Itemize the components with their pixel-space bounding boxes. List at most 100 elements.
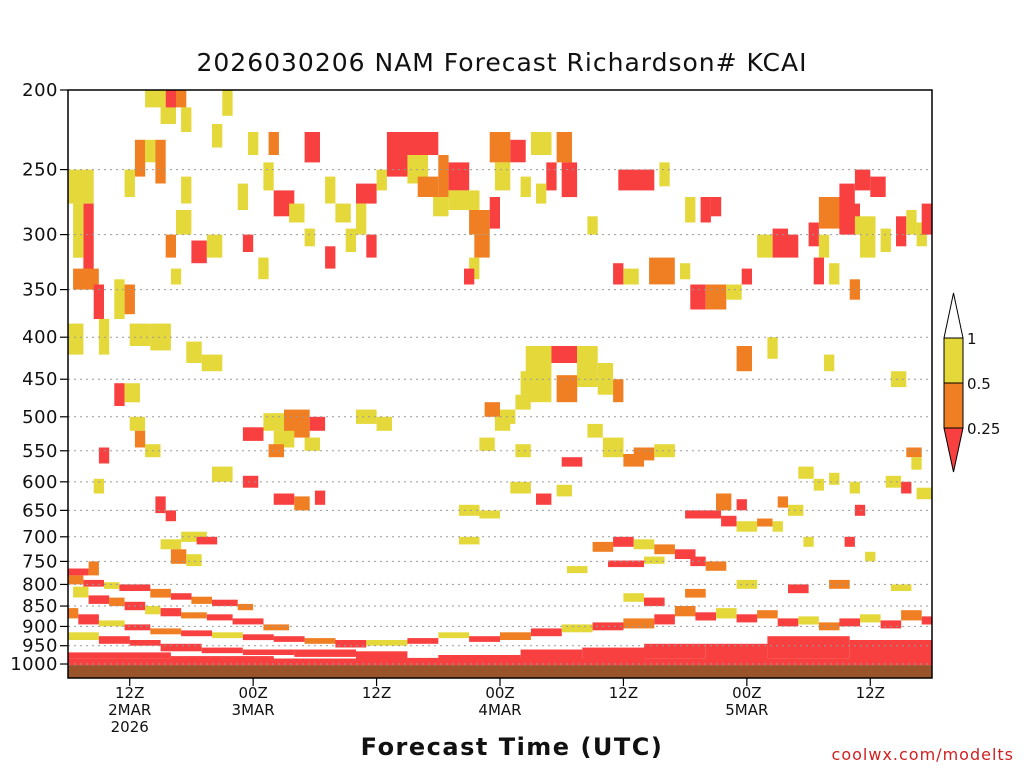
ri-cell [777,618,799,627]
x-tick-label: 2MAR [108,701,151,719]
ri-cell [788,234,799,258]
ri-cell [160,608,182,617]
ri-cell [489,132,511,163]
source-credit[interactable]: coolwx.com/modelts [831,745,1014,764]
y-tick-label: 850 [22,596,58,617]
x-tick-label: 12Z [609,684,638,702]
x-tick-label: 12Z [362,684,391,702]
ri-cell [134,139,146,177]
ri-cell [906,447,922,458]
ri-cell [587,216,598,235]
y-tick-label: 1000 [10,654,58,675]
ri-cell [165,510,176,522]
ri-cell [191,596,212,604]
ri-cell [201,647,243,654]
ri-cell [68,658,932,666]
ri-cell [649,257,675,285]
ri-cell [767,337,778,359]
ri-cell [556,484,572,497]
ri-cell [68,575,84,585]
y-tick-label: 950 [22,636,58,657]
ri-cell [448,190,480,210]
ri-cell [165,234,176,258]
ri-cell [165,90,176,116]
ri-cell [829,579,850,589]
ri-cell [366,234,377,258]
ri-cell [736,614,758,623]
ri-cell [520,371,531,395]
ri-cell [160,539,182,550]
ri-cell [212,599,238,607]
ri-cell [597,363,614,395]
ri-cell [721,515,737,527]
ri-cell [93,478,104,494]
ri-cell [124,624,151,631]
ri-cell [181,630,212,637]
ri-cell [510,139,526,163]
ri-cell [232,618,264,625]
ri-cell [145,90,166,108]
ri-cell [798,466,814,479]
ri-cell [68,323,84,355]
ri-cell [530,628,562,637]
ri-cell [129,416,146,431]
y-tick-label: 700 [22,527,58,548]
ri-cell [93,284,104,319]
ri-cell [68,169,94,204]
ri-cell [83,203,94,274]
ri-cell [911,457,922,470]
x-tick-label: 12Z [115,684,144,702]
ri-cell [530,132,552,155]
ri-cell [623,268,639,285]
ri-cell [479,510,500,519]
ri-cell [484,402,500,417]
ri-cell [587,423,603,438]
ri-cell [901,610,922,621]
ri-cell [736,346,752,372]
ri-cell [258,257,269,280]
ri-cell [109,597,125,607]
ri-cell [242,234,254,252]
x-tick-label: 00Z [238,684,267,702]
ri-cell [705,643,768,661]
ri-cell [602,437,624,458]
ri-cell [767,636,850,659]
y-tick-label: 900 [22,616,58,637]
ri-cell [839,618,860,627]
ri-cell [705,561,727,571]
ri-cell [68,652,171,659]
ri-cell [623,454,644,467]
ri-cell [448,162,470,191]
ri-cell [551,346,578,363]
ri-cell [73,586,89,598]
ri-cell [577,346,598,387]
ri-cell [124,383,140,403]
ri-cell [772,228,788,258]
ri-cell [880,228,891,252]
ri-cell [78,614,99,625]
y-tick-label: 650 [22,500,58,521]
ri-cell [438,155,449,197]
ri-cell [700,197,711,223]
ri-cell [813,478,824,491]
ri-cell [916,487,932,500]
x-axis-title: Forecast Time (UTC) [360,733,664,761]
ri-cell [68,568,89,576]
ri-cell [268,132,279,155]
ri-cell [150,588,171,598]
ri-cell [176,210,192,235]
ri-cell [206,234,223,258]
ri-cell [890,584,912,591]
ri-cell [124,284,135,315]
ri-cell [222,90,233,116]
ri-cell [201,354,223,372]
ri-cell [294,496,310,511]
ri-cell [613,263,624,285]
ri-cell [458,504,480,516]
ri-cell [263,413,284,431]
y-tick-label: 600 [22,472,58,493]
ri-cell [613,379,624,403]
ri-cell [176,90,187,108]
ri-cell [73,268,99,290]
y-tick-label: 250 [22,160,58,181]
